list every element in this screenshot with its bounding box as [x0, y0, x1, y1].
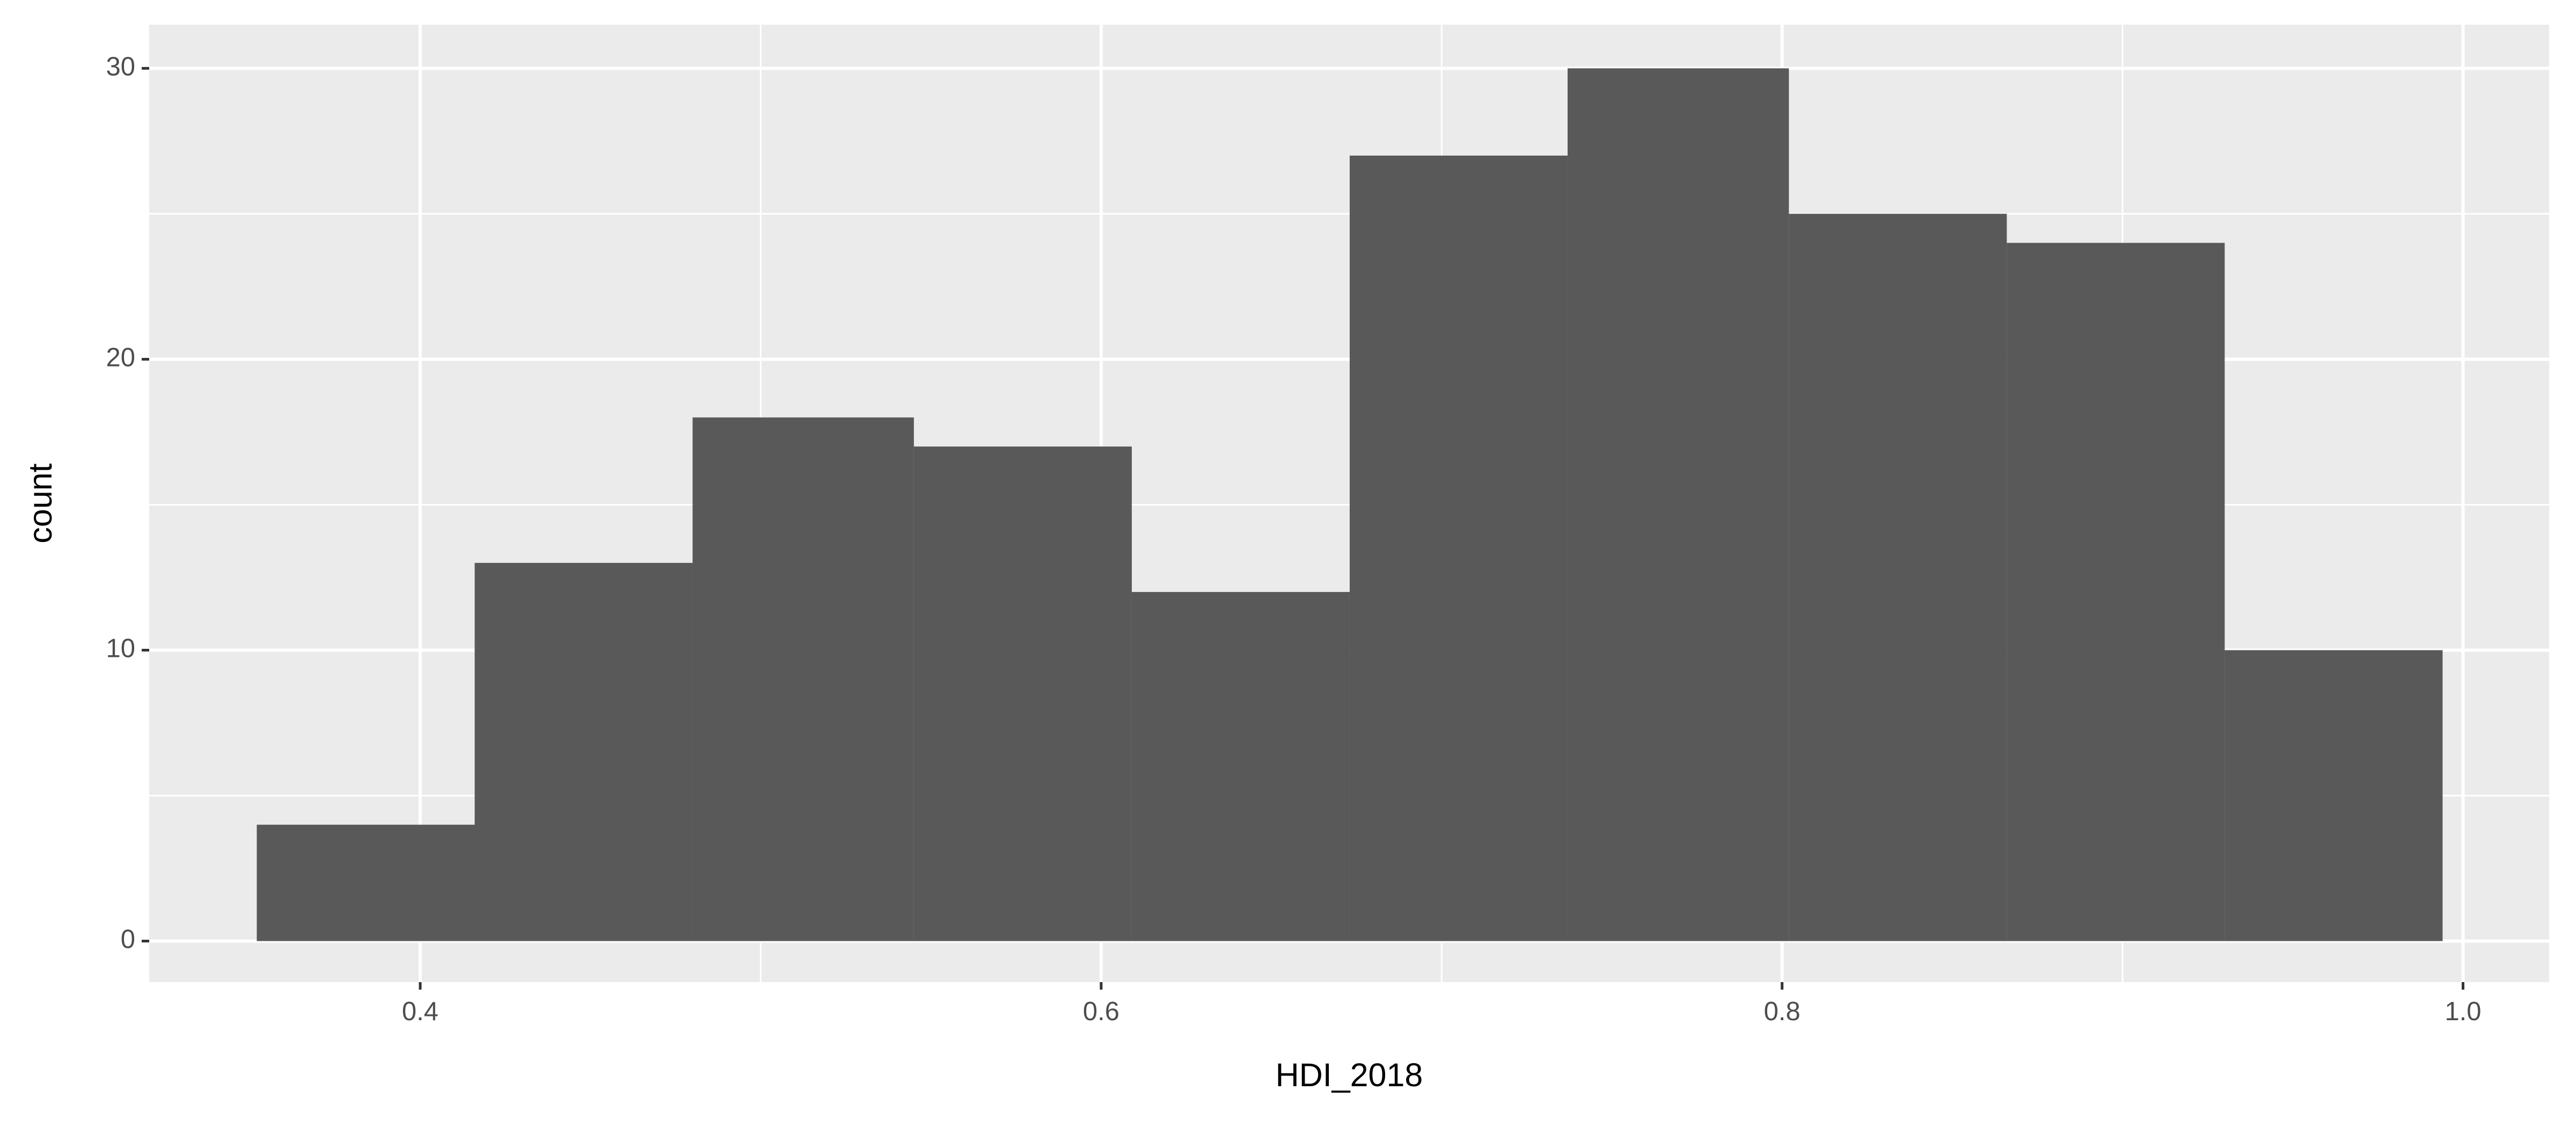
bar — [1789, 214, 2007, 941]
y-tick-label: 10 — [106, 634, 135, 663]
y-tick-label: 30 — [106, 52, 135, 81]
bar — [1131, 592, 1350, 941]
y-tick-label: 20 — [106, 343, 135, 372]
x-tick-label: 1.0 — [2445, 997, 2481, 1026]
bar — [692, 417, 914, 941]
bar — [2007, 243, 2225, 941]
x-tick-label: 0.6 — [1083, 997, 1119, 1026]
y-tick-label: 0 — [121, 925, 135, 954]
x-tick-label: 0.4 — [402, 997, 438, 1026]
bar — [257, 824, 475, 941]
bar — [2224, 650, 2443, 941]
bar — [1349, 155, 1568, 941]
bar — [474, 562, 693, 941]
axes: 0.4 0.6 0.8 1.0 0 10 20 30 — [106, 52, 2481, 1026]
bars — [257, 68, 2443, 941]
x-tick-label: 0.8 — [1764, 997, 1801, 1026]
bar — [913, 447, 1132, 941]
y-axis-title: count — [22, 463, 58, 543]
bar — [1567, 68, 1789, 941]
x-axis-title: HDI_2018 — [1276, 1057, 1423, 1093]
